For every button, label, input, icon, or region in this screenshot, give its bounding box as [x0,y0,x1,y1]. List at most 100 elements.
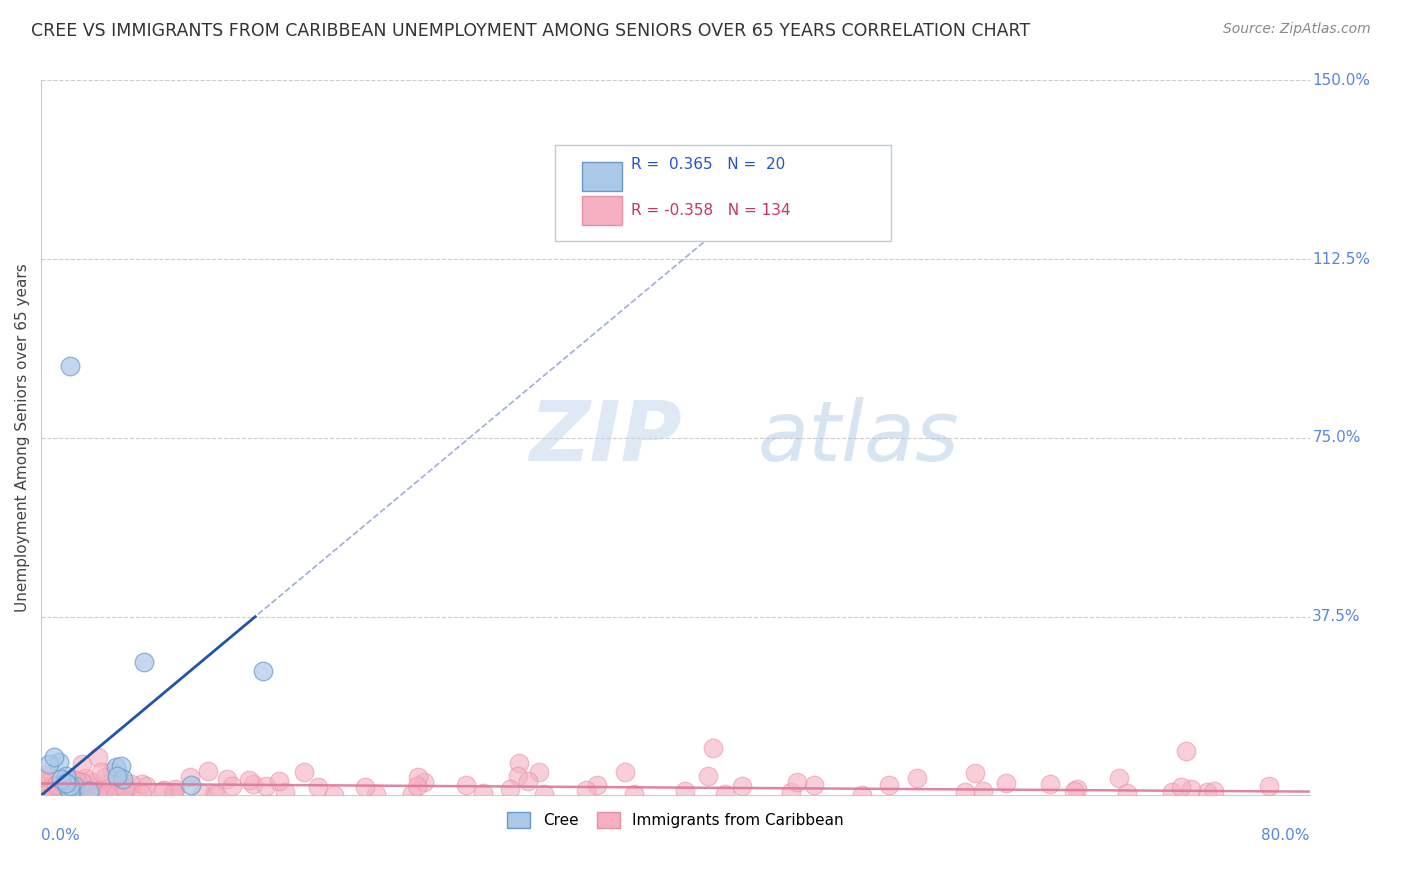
Point [623,787,645,801]
Point [163,786,186,800]
Point [150,783,173,797]
Point [104,760,127,774]
Point [471,786,494,800]
Point [53,788,76,802]
Point [454,778,477,792]
Point [51,772,73,786]
Point [614,764,637,779]
Point [1063,784,1085,798]
Point [105,772,128,787]
Point [1197,785,1219,799]
Point [1180,782,1202,797]
Point [107,778,129,792]
Point [49,774,72,789]
Point [90,781,112,796]
Point [408,770,430,784]
Point [963,766,986,780]
Point [70,775,93,789]
Point [1175,744,1198,758]
Point [153,782,176,797]
Point [69,787,91,801]
Point [1258,779,1281,793]
Point [59,772,82,786]
Point [273,785,295,799]
Point [86,787,108,801]
Point [42,750,65,764]
Point [45,788,67,802]
Point [191,787,214,801]
Point [91,787,114,801]
Point [34,772,56,787]
Point [786,774,808,789]
Point [31,788,53,802]
Point [114,780,136,795]
Text: CREE VS IMMIGRANTS FROM CARIBBEAN UNEMPLOYMENT AMONG SENIORS OVER 65 YEARS CORRE: CREE VS IMMIGRANTS FROM CARIBBEAN UNEMPL… [31,22,1031,40]
Point [269,773,291,788]
Point [48,755,70,769]
Point [131,787,153,801]
Point [80,774,103,789]
Point [162,786,184,800]
Point [77,788,100,802]
Point [294,765,316,780]
Point [73,782,96,797]
Y-axis label: Unemployment Among Seniors over 65 years: Unemployment Among Seniors over 65 years [15,263,30,612]
Point [179,770,201,784]
Text: 75.0%: 75.0% [1312,431,1361,445]
Point [995,776,1018,790]
Text: Source: ZipAtlas.com: Source: ZipAtlas.com [1223,22,1371,37]
Point [77,784,100,798]
Point [51,776,73,790]
Point [307,780,329,795]
Point [1038,777,1060,791]
Point [34,785,56,799]
Point [499,782,522,797]
Point [731,779,754,793]
Text: atlas: atlas [758,398,959,478]
Point [1115,785,1137,799]
Point [62,785,84,799]
Point [38,783,60,797]
Point [98,774,121,789]
Point [877,778,900,792]
Point [60,786,83,800]
Point [204,788,226,802]
Point [575,782,598,797]
Point [59,784,82,798]
Point [114,787,136,801]
Point [803,778,825,792]
Point [1170,780,1192,794]
Point [63,773,86,788]
Point [323,788,346,802]
Point [120,777,142,791]
FancyBboxPatch shape [582,162,621,191]
Point [63,775,86,789]
Point [56,783,79,797]
Point [75,771,97,785]
Point [506,769,529,783]
Point [202,787,225,801]
Point [697,770,720,784]
Point [93,787,115,801]
Point [252,665,274,679]
Point [55,769,77,783]
Point [63,783,86,797]
Text: 150.0%: 150.0% [1312,73,1371,88]
Point [256,779,278,793]
Point [96,786,118,800]
Point [779,784,801,798]
Point [364,788,387,802]
Point [105,787,128,801]
Point [401,787,423,801]
Point [972,783,994,797]
Point [48,785,70,799]
Point [55,780,77,795]
Point [412,775,434,789]
Text: R = -0.358   N = 134: R = -0.358 N = 134 [631,203,790,219]
Point [238,773,260,788]
Point [105,768,128,782]
Point [533,787,555,801]
Point [905,771,928,785]
Point [702,741,724,756]
Point [406,779,429,793]
